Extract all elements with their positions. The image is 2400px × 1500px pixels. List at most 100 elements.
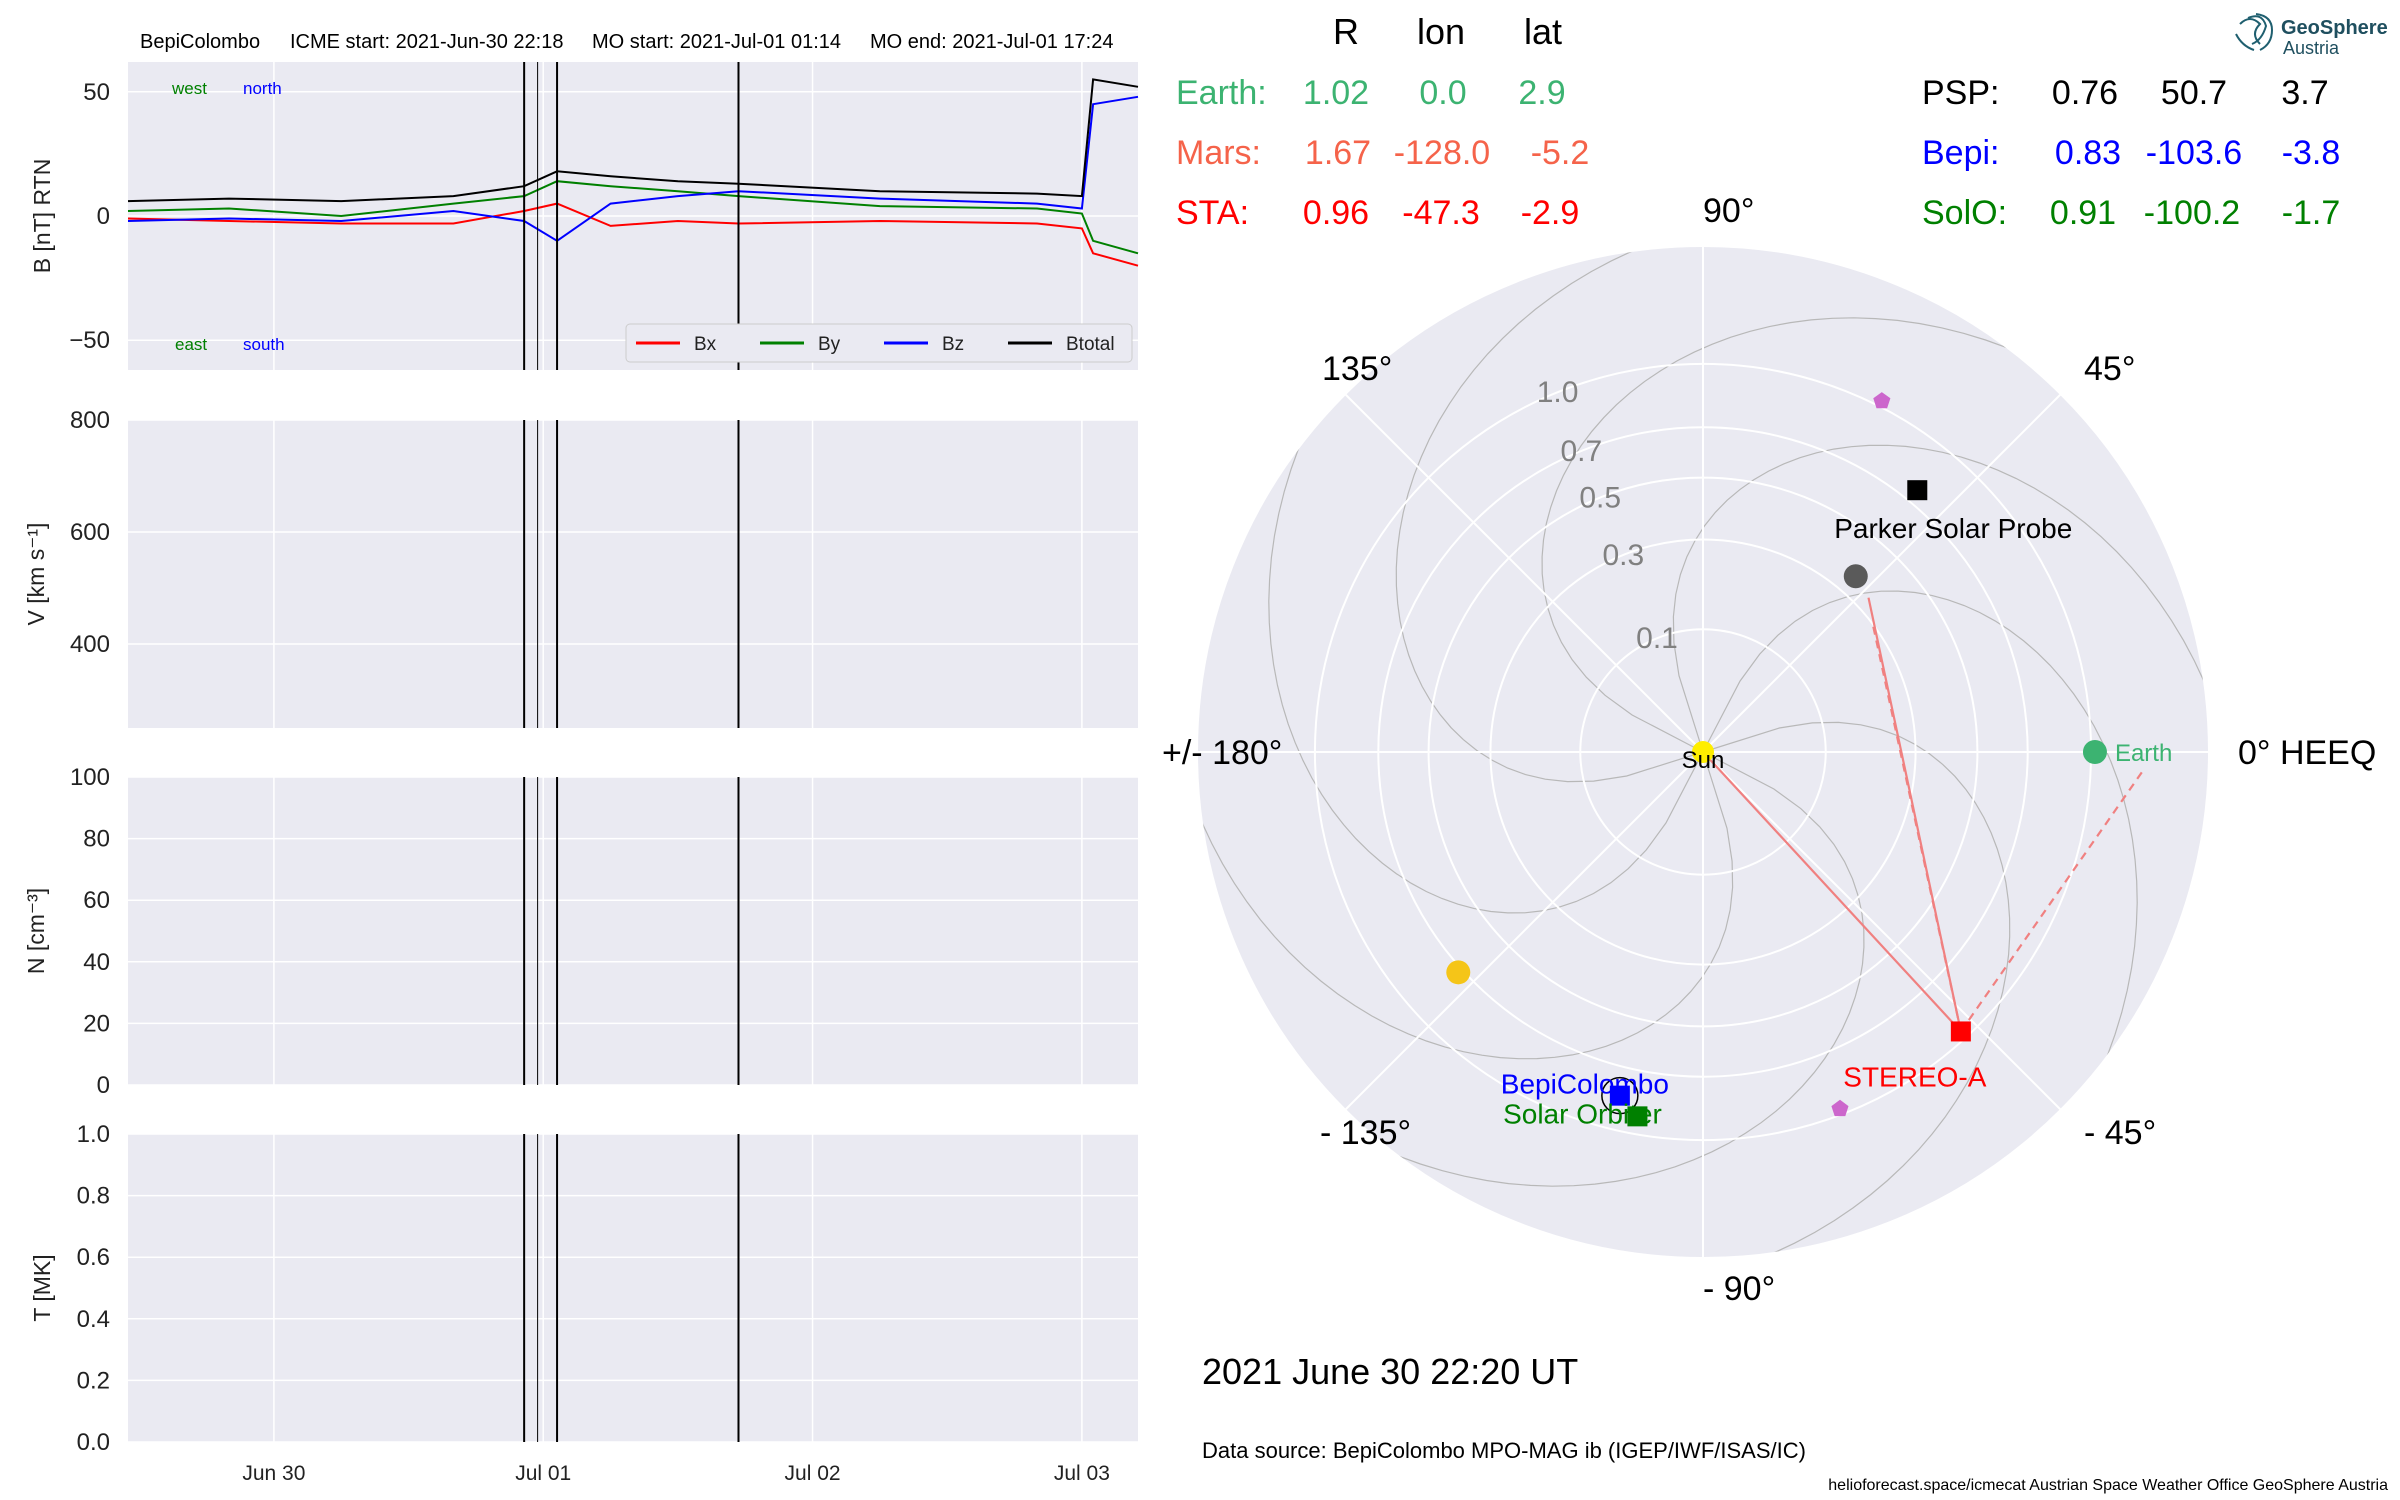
series-by [127,180,1139,255]
legend-label-bx: Bx [694,334,717,355]
y-tick-label: 0.4 [77,1306,110,1333]
marker-stereo-a [1950,1021,1971,1042]
value-lat: -3.8 [2282,134,2341,172]
body-label-bepicolombo: BepiColombo [1501,1069,1669,1100]
header-spacecraft: BepiColombo [140,31,260,53]
panel-temperature: 1.00.80.60.40.20.0 T [MK] Jun 30 Jul 01 Ju… [29,1121,1138,1485]
panel-bg [128,777,1138,1085]
radial-tick-label: 0.3 [1603,539,1645,572]
legend-label-bz: Bz [942,334,964,355]
marker-pentagon-marker-south [1831,1099,1849,1117]
x-tick-label: Jun 30 [242,1462,305,1485]
y-tick-label: 1.0 [77,1121,110,1148]
date-label: 2021 June 30 22:20 UT [1202,1351,1578,1392]
x-tick-label: Jul 01 [515,1462,571,1485]
panel-bg [128,420,1138,728]
parker-spiral [1672,444,2205,753]
value-lat: -5.2 [1531,134,1590,172]
angular-gridline [1344,751,1704,1111]
angle-label-0: 0° HEEQ [2238,734,2376,772]
series-btotal [127,78,1139,203]
header-mo-start: MO start: 2021-Jul-01 01:14 [592,31,841,53]
y-tick-label: 50 [83,79,110,106]
table-row-sta: STA: 0.96 -47.3 -2.9 [1176,194,1579,232]
y-axis-label: V [km s⁻¹] [23,523,49,626]
sightlines [1702,597,2147,1033]
value-r: 0.91 [2050,194,2116,232]
y-tick-label: 0.2 [77,1367,110,1394]
annotation-south: south [243,335,285,354]
y-tick-label: −50 [69,327,110,354]
y-tick-label: 100 [70,764,110,791]
data-source: Data source: BepiColombo MPO-MAG ib (IGE… [1202,1438,1806,1463]
value-lat: -1.7 [2282,194,2341,232]
body-label-earth: Earth [2115,740,2172,767]
position-table: R lon lat Earth: 1.02 0.0 2.9 Mars: 1.67… [1176,11,2340,232]
radial-tick-labels: 0.1 0.3 0.5 0.7 1.0 [1537,376,1678,655]
logo-line-1: GeoSphere [2281,17,2388,39]
parker-spiral [1702,721,2011,1254]
value-lat: 3.7 [2281,74,2328,112]
marker-ring [1601,1076,1639,1115]
panel-magnetic-field: 500−50 B [nT] RTN west north east south … [29,62,1139,370]
y-tick-labels: 50 0 −50 [69,79,110,354]
table-row-earth: Earth: 1.02 0.0 2.9 [1176,74,1566,112]
grid [128,419,1138,728]
radial-tick-label: 0.7 [1561,435,1603,468]
body-label-parker-solar-probe: Parker Solar Probe [1834,513,2072,544]
body-label-solar-orbiter: Solar Orbiter [1503,1098,1662,1129]
event-markers [523,777,740,1085]
value-r: 0.96 [1303,194,1369,232]
column-header-lat: lat [1524,11,1562,52]
y-tick-label: 0.8 [77,1183,110,1210]
sightline [1959,766,2147,1033]
y-tick-label: 40 [83,949,110,976]
x-tick-label: Jul 03 [1054,1462,1110,1485]
value-r: 1.02 [1303,74,1369,112]
value-lon: -47.3 [1402,194,1480,232]
radial-tick-label: 0.5 [1579,482,1621,515]
angular-gridline [1702,751,2062,1111]
y-axis-label: T [MK] [29,1254,55,1321]
y-tick-label: 80 [83,826,110,853]
body-label-stereo-a: STEREO-A [1843,1061,1986,1092]
body-name: Bepi: [1922,134,2000,172]
table-row-mars: Mars: 1.67 -128.0 -5.2 [1176,134,1589,172]
value-r: 0.83 [2055,134,2121,172]
marker-venus [1446,960,1471,985]
value-lat: 2.9 [1518,74,1565,112]
y-tick-label: 20 [83,1010,110,1037]
y-tick-label: 60 [83,887,110,914]
y-tick-labels: 800 600 400 [70,407,110,658]
column-header-lon: lon [1417,11,1465,52]
parker-spiral [1702,590,2138,1057]
parker-spirals [1201,250,2205,1254]
body-name: PSP: [1922,74,1999,112]
marker-earth [2082,740,2107,764]
column-header-r: R [1333,11,1359,52]
series-bx [127,202,1139,267]
grid [128,776,1138,1086]
angle-label-90: 90° [1703,192,1754,230]
marker-bepicolombo [1609,1085,1630,1106]
marker-sun [1692,741,1714,763]
event-markers [523,1134,740,1442]
panel-density: 100 80 60 40 20 0 N [cm⁻³] [23,764,1138,1099]
body-label-sun: Sun [1682,747,1725,774]
annotation-west: west [171,79,207,98]
y-tick-labels: 1.0 0.8 0.6 0.4 0.2 0.0 [77,1121,110,1456]
logo-line-2: Austria [2283,38,2340,58]
annotation-east: east [175,335,207,354]
angle-labels: 0° HEEQ 45° 90° 135° +/- 180° - 135° - 9… [1162,192,2376,1308]
bodies: Sun Earth Parker Solar Probe BepiColomboSol… [1446,392,2172,1129]
y-tick-label: 0 [97,1072,110,1099]
header-icme-start: ICME start: 2021-Jun-30 22:18 [290,31,563,53]
value-lon: -103.6 [2146,134,2242,172]
angle-label-180: +/- 180° [1162,734,1282,772]
value-r: 1.67 [1305,134,1371,172]
legend-label-btotal: Btotal [1066,334,1115,355]
y-tick-label: 0.6 [77,1244,110,1271]
parker-spiral [1268,447,1704,914]
angle-label-135: 135° [1322,350,1392,388]
